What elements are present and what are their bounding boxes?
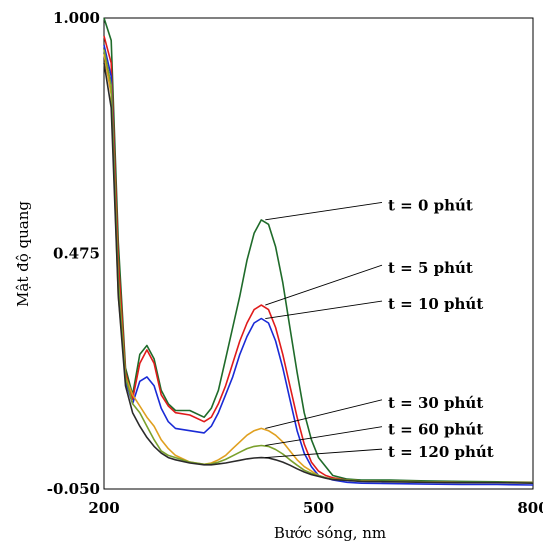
series-label: t = 5 phút (388, 259, 473, 277)
label-leader-line (265, 300, 383, 319)
label-leader-line (265, 399, 383, 429)
series-label: t = 10 phút (388, 295, 483, 313)
label-leader-line (265, 426, 383, 446)
annotation-layer: t = 0 phút t = 5 phút t = 10 phút t = 30 ph… (265, 196, 494, 461)
label-leader-line (265, 264, 383, 306)
x-tick-label: 800 (517, 499, 543, 517)
y-tick-label: 0.475 (53, 245, 100, 263)
plot-frame (103, 17, 534, 490)
y-tick-label: -0.050 (47, 480, 100, 498)
series-line (103, 44, 534, 486)
series-line (103, 17, 534, 484)
series-layer (103, 17, 534, 486)
x-axis-title: Bước sóng, nm (274, 524, 386, 541)
label-leader-line (265, 201, 383, 221)
y-tick-label: 1.000 (53, 9, 100, 27)
series-label: t = 30 phút (388, 394, 483, 412)
y-axis-title: Mật độ quang (14, 201, 32, 307)
series-label: t = 0 phút (388, 196, 473, 214)
label-leader-line (265, 448, 383, 459)
x-tick-label: 500 (303, 499, 334, 517)
series-label: t = 120 phút (388, 443, 494, 461)
series-line (103, 62, 534, 484)
tick-layer: 200 500 800 -0.050 0.475 1.000 (47, 9, 543, 517)
x-tick-label: 200 (88, 499, 119, 517)
series-label: t = 60 phút (388, 421, 483, 439)
